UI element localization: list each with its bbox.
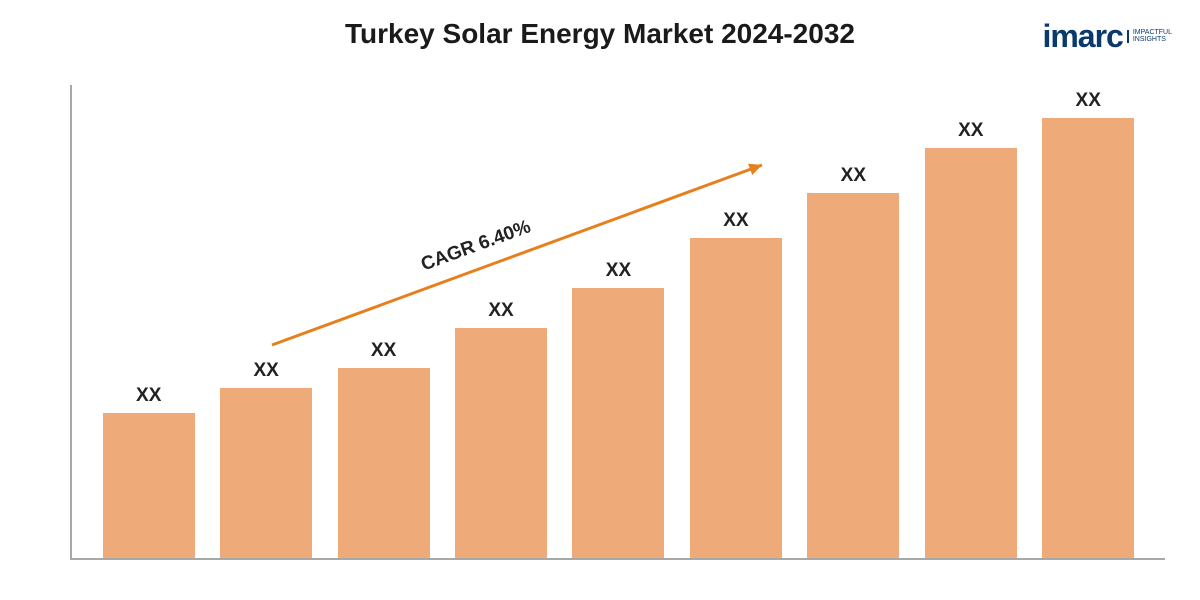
bar-value-label: XX [136, 385, 161, 407]
bar-item: XX [338, 340, 430, 558]
bar-rect [1042, 118, 1134, 558]
bar-item: XX [807, 165, 899, 558]
logo-main-text: imarc [1042, 18, 1122, 55]
bar-item: XX [572, 260, 664, 558]
bar-value-label: XX [606, 260, 631, 282]
bar-item: XX [103, 385, 195, 558]
bar-rect [807, 193, 899, 558]
bar-rect [103, 413, 195, 558]
bar-item: XX [455, 300, 547, 558]
bar-item: XX [1042, 90, 1134, 558]
bar-value-label: XX [1076, 90, 1101, 112]
bar-value-label: XX [958, 120, 983, 142]
bar-rect [455, 328, 547, 558]
chart-plot-area: XXXXXXXXXXXXXXXXXX CAGR 6.40% [70, 85, 1165, 560]
bar-item: XX [690, 210, 782, 558]
bar-rect [572, 288, 664, 558]
bar-item: XX [220, 360, 312, 558]
bar-value-label: XX [723, 210, 748, 232]
bar-rect [220, 388, 312, 558]
bar-item: XX [925, 120, 1017, 558]
bar-value-label: XX [841, 165, 866, 187]
brand-logo: imarc IMPACTFUL INSIGHTS [1042, 18, 1172, 55]
logo-sub-text: IMPACTFUL INSIGHTS [1127, 30, 1172, 43]
bar-value-label: XX [488, 300, 513, 322]
chart-title: Turkey Solar Energy Market 2024-2032 [0, 0, 1200, 50]
bar-container: XX XX XX XX XX XX XX XX XX [72, 85, 1165, 558]
bar-rect [690, 238, 782, 558]
bar-rect [925, 148, 1017, 558]
bar-value-label: XX [371, 340, 396, 362]
logo-sub-line2: INSIGHTS [1133, 36, 1166, 43]
bar-rect [338, 368, 430, 558]
bar-value-label: XX [253, 360, 278, 382]
